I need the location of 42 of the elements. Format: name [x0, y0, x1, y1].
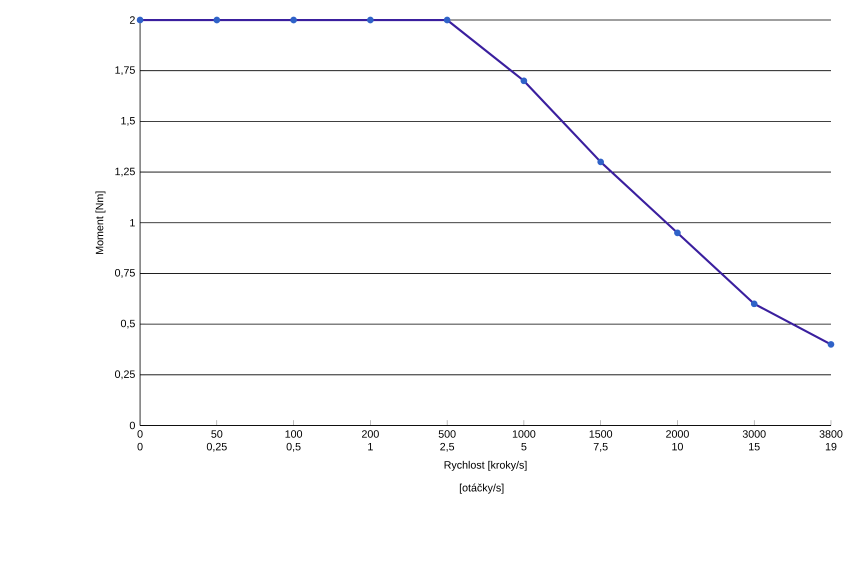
- point: [597, 158, 604, 166]
- x-tick-label: 2000: [666, 430, 689, 438]
- text: 19: [826, 443, 836, 451]
- point: [213, 16, 220, 24]
- text: 0,5: [286, 443, 301, 452]
- text: 10: [672, 443, 683, 451]
- text: 5: [521, 443, 526, 451]
- x-tick-label: 50: [211, 430, 222, 438]
- x-tick-label: 3000: [742, 430, 766, 438]
- y-tick-label: 0,5: [120, 320, 135, 329]
- y-axis-title: Moment [Nm]: [95, 192, 106, 254]
- y-tick-label: 0,75: [114, 269, 135, 278]
- x-axis-title: Rychlost [kroky/s]: [444, 461, 527, 472]
- text: [otáčky/s]: [460, 484, 504, 494]
- text: 1: [368, 443, 373, 451]
- text: 2,5: [440, 443, 454, 452]
- text: 0: [138, 443, 143, 451]
- point: [444, 16, 450, 24]
- y-tick-label: 1,25: [115, 168, 135, 177]
- y-tick-label: 1: [130, 219, 135, 227]
- point: [136, 16, 144, 24]
- x-tick-label: 500: [438, 430, 456, 438]
- point: [674, 230, 681, 236]
- text: 7,5: [594, 443, 608, 452]
- point: [750, 300, 758, 308]
- x-tick-label: 1000: [512, 430, 536, 438]
- point: [367, 16, 374, 24]
- y-tick-label: 2: [130, 16, 135, 24]
- y-tick-label: 1,75: [115, 66, 135, 76]
- x-tick-label: 200: [362, 430, 379, 438]
- x-tick-label: 100: [286, 430, 302, 438]
- y-tick-label: 1,5: [121, 117, 135, 126]
- x-tick-label: 1500: [590, 430, 612, 438]
- text: 0,25: [206, 443, 227, 452]
- y-tick-label: 0: [130, 422, 135, 430]
- x-tick-label: 3800: [820, 430, 842, 438]
- point: [520, 78, 528, 84]
- point: [828, 341, 834, 348]
- y-tick-label: 0,25: [114, 370, 135, 380]
- x-tick-label: 0: [138, 430, 143, 438]
- point: [290, 16, 297, 24]
- text: 15: [749, 443, 760, 451]
